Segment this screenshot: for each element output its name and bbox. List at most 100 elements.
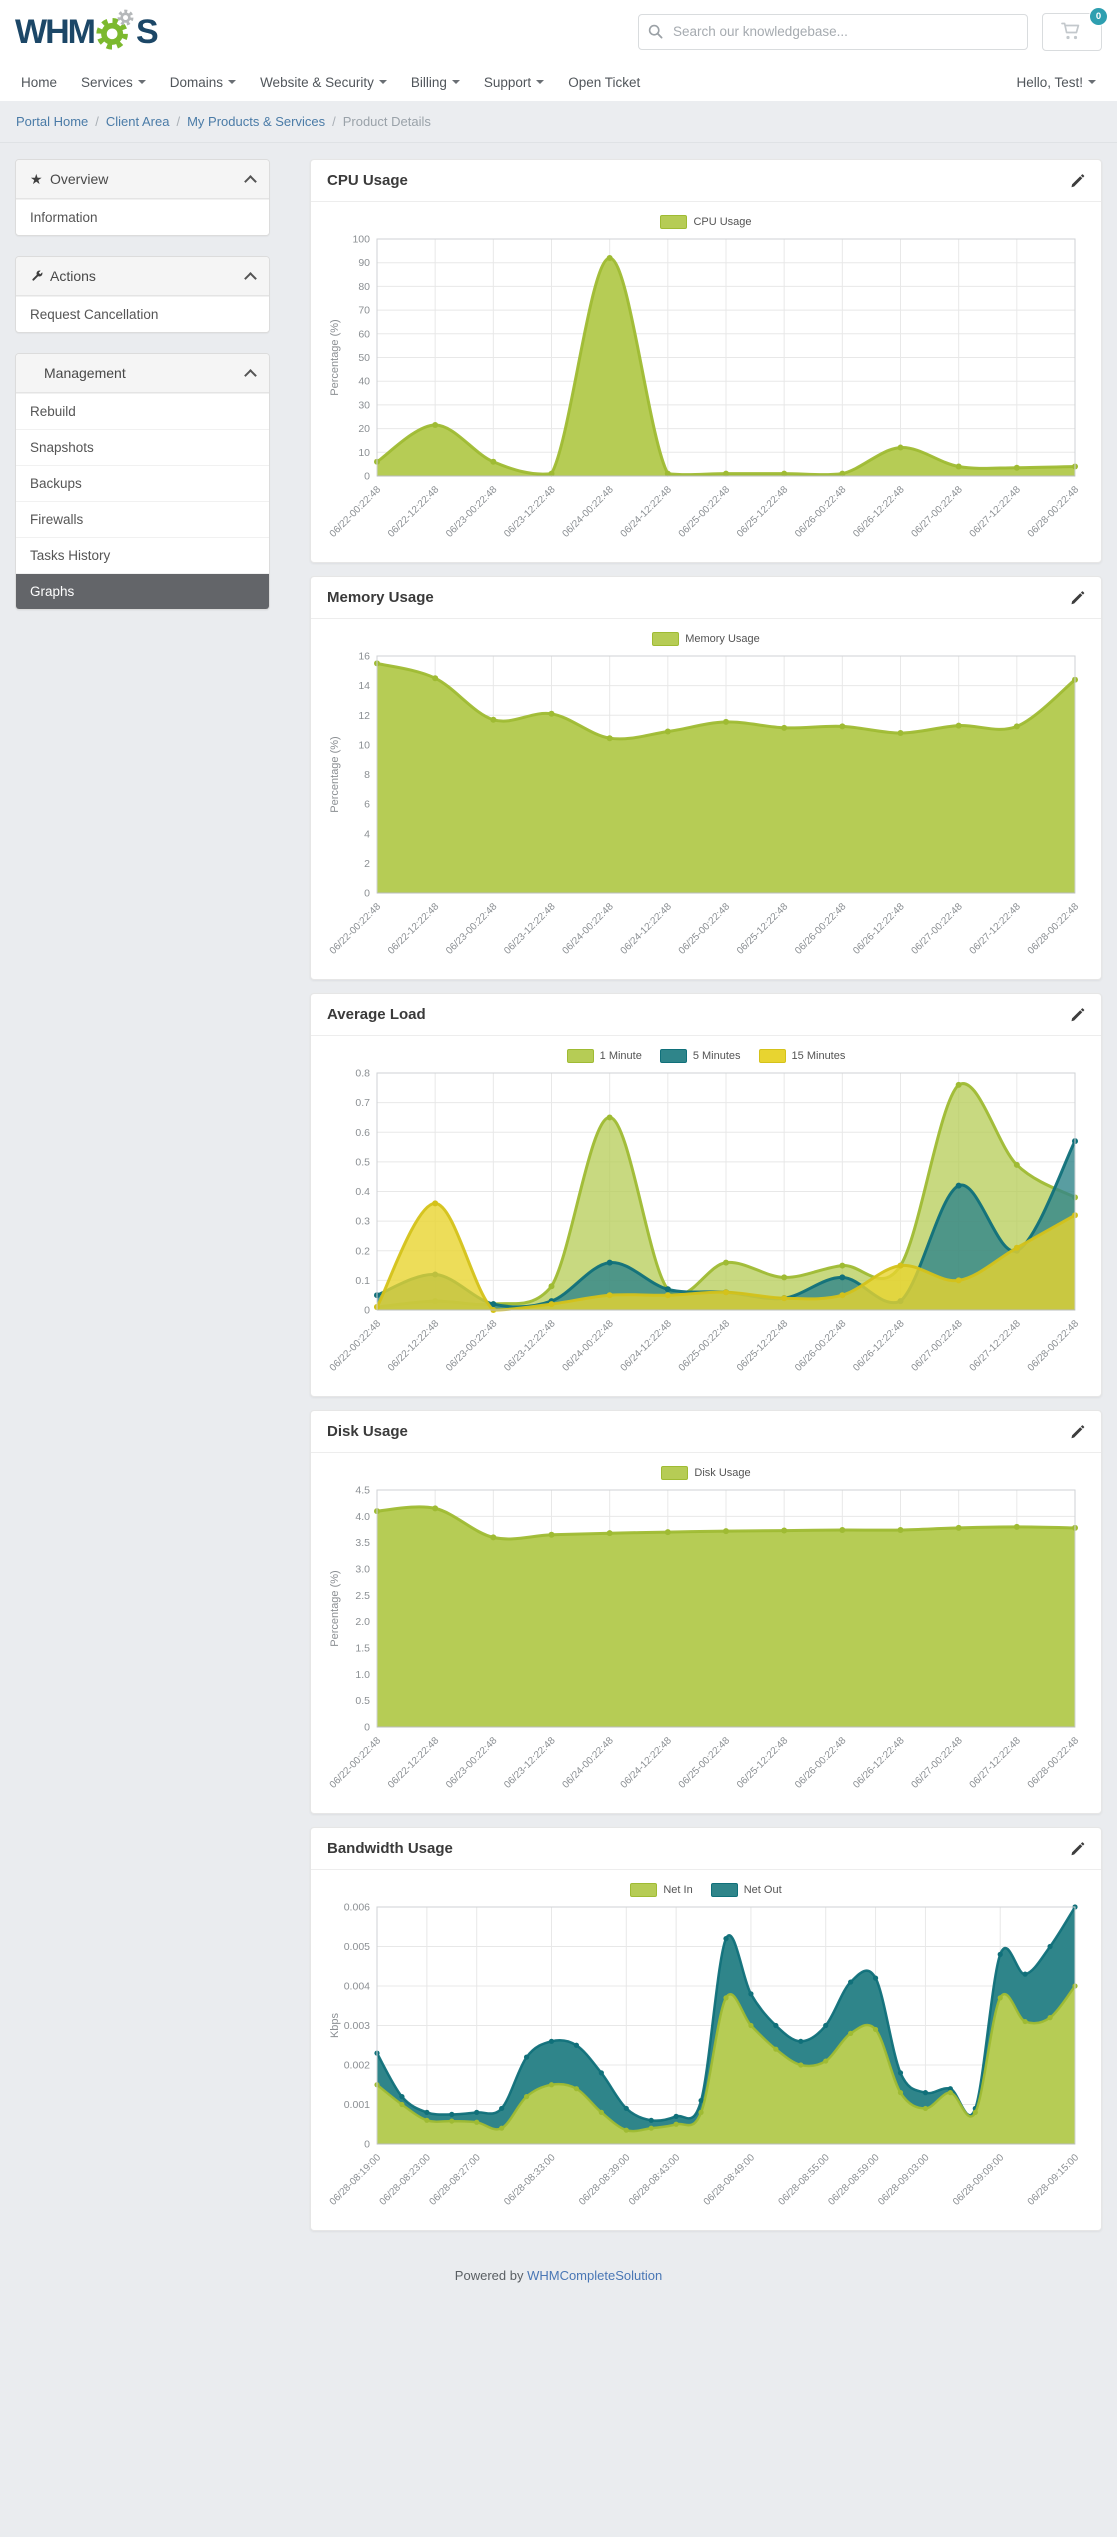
breadcrumb-item-client-area[interactable]: Client Area [105, 114, 170, 129]
breadcrumb-item-portal-home[interactable]: Portal Home [16, 114, 89, 129]
breadcrumb-item-my-products-services[interactable]: My Products & Services [187, 114, 326, 129]
svg-text:06/28-08:39:00: 06/28-08:39:00 [577, 2152, 633, 2208]
pencil-icon [1071, 590, 1085, 604]
top-header: WHM S 0 [0, 0, 1117, 63]
svg-text:06/28-09:03:00: 06/28-09:03:00 [876, 2152, 932, 2208]
svg-text:0.1: 0.1 [355, 1275, 370, 1287]
edit-bandwidth-usage-button[interactable] [1070, 1841, 1085, 1857]
legend-swatch [710, 1883, 738, 1897]
svg-text:0: 0 [364, 888, 370, 900]
svg-text:06/24-00:22:48: 06/24-00:22:48 [560, 484, 616, 540]
whmcs-logo[interactable]: WHM S [15, 7, 159, 57]
nav-item-services[interactable]: Services [69, 65, 158, 100]
nav-item-open-ticket[interactable]: Open Ticket [568, 74, 641, 90]
svg-text:06/28-00:22:48: 06/28-00:22:48 [1026, 1318, 1082, 1374]
legend-label: 15 Minutes [791, 1050, 846, 1062]
sidebar-item-firewalls[interactable]: Firewalls [16, 501, 269, 537]
svg-text:06/23-00:22:48: 06/23-00:22:48 [444, 484, 500, 540]
svg-text:06/28-00:22:48: 06/28-00:22:48 [1026, 484, 1082, 540]
svg-text:06/24-12:22:48: 06/24-12:22:48 [619, 1735, 675, 1791]
chart-legend: Memory Usage [325, 627, 1087, 648]
user-menu[interactable]: Hello, Test! [1004, 65, 1108, 100]
sidebar-item-rebuild[interactable]: Rebuild [16, 393, 269, 429]
svg-text:06/23-00:22:48: 06/23-00:22:48 [444, 1318, 500, 1374]
chevron-up-icon [244, 368, 257, 382]
edit-cpu-usage-button[interactable] [1070, 173, 1085, 189]
sidebar-panel-header-management[interactable]: Management [16, 354, 269, 393]
svg-text:30: 30 [358, 399, 370, 411]
card-body-cpu-usage: CPU Usage 0 10 20 30 40 50 60 70 80 90 100 06/22-00:… [311, 202, 1101, 562]
svg-text:06/22-12:22:48: 06/22-12:22:48 [386, 1318, 442, 1374]
svg-text:06/24-00:22:48: 06/24-00:22:48 [560, 901, 616, 957]
edit-average-load-button[interactable] [1070, 1007, 1085, 1023]
legend-swatch [758, 1049, 786, 1063]
card-title-bandwidth-usage: Bandwidth Usage [327, 1840, 453, 1857]
star-icon: ★ [30, 171, 43, 187]
main-nav: Home Services Domains Website & Security Bil… [0, 63, 1117, 101]
edit-disk-usage-button[interactable] [1070, 1424, 1085, 1440]
user-menu-label: Hello, Test! [1016, 74, 1083, 90]
sidebar-item-information[interactable]: Information [16, 199, 269, 235]
chevron-up-icon [244, 271, 257, 285]
search-input[interactable] [638, 13, 1028, 50]
svg-text:06/26-12:22:48: 06/26-12:22:48 [851, 1318, 907, 1374]
breadcrumb-item-product-details: Product Details [342, 114, 431, 129]
sidebar-item-backups[interactable]: Backups [16, 465, 269, 501]
sidebar-item-graphs[interactable]: Graphs [16, 573, 269, 609]
svg-text:4.0: 4.0 [355, 1511, 370, 1523]
svg-text:06/26-00:22:48: 06/26-00:22:48 [793, 901, 849, 957]
card-disk-usage: Disk Usage Disk Usage 0 0.5 1.0 1.5 2.0 2.5 3.0 3… [310, 1410, 1102, 1814]
svg-text:06/22-00:22:48: 06/22-00:22:48 [328, 1318, 384, 1374]
nav-item-home[interactable]: Home [21, 74, 58, 90]
svg-text:06/27-00:22:48: 06/27-00:22:48 [909, 1735, 965, 1791]
svg-text:06/28-08:27:00: 06/28-08:27:00 [427, 2152, 483, 2208]
svg-text:40: 40 [358, 376, 370, 388]
svg-text:12: 12 [358, 710, 370, 722]
legend-item-disk-usage: Disk Usage [661, 1466, 751, 1480]
sidebar-panel-header-overview[interactable]: ★ Overview [16, 160, 269, 199]
wrench-icon [30, 269, 50, 283]
svg-text:0: 0 [364, 1722, 370, 1734]
legend-item-1-minute: 1 Minute [566, 1049, 642, 1063]
svg-text:1.5: 1.5 [355, 1643, 370, 1655]
svg-text:Percentage (%): Percentage (%) [329, 1570, 341, 1646]
breadcrumb: Portal Home / Client Area / My Products & Se… [0, 101, 1117, 143]
card-header-disk-usage: Disk Usage [311, 1411, 1101, 1453]
card-header-average-load: Average Load [311, 994, 1101, 1036]
svg-text:06/25-00:22:48: 06/25-00:22:48 [677, 1735, 733, 1791]
chevron-up-icon [244, 174, 257, 188]
nav-item-website-security[interactable]: Website & Security [248, 65, 399, 100]
pencil-icon [1071, 1007, 1085, 1021]
svg-text:20: 20 [358, 423, 370, 435]
svg-text:0.4: 0.4 [355, 1186, 370, 1198]
svg-text:0: 0 [364, 2139, 370, 2151]
legend-label: 5 Minutes [692, 1050, 741, 1062]
svg-text:0.7: 0.7 [355, 1097, 370, 1109]
svg-text:06/28-09:09:00: 06/28-09:09:00 [951, 2152, 1007, 2208]
page-footer: Powered by WHMCompleteSolution [0, 2244, 1117, 2311]
svg-text:06/28-08:43:00: 06/28-08:43:00 [627, 2152, 683, 2208]
sidebar-panel-header-actions[interactable]: Actions [16, 257, 269, 296]
knowledgebase-search [638, 13, 1028, 50]
svg-text:06/24-12:22:48: 06/24-12:22:48 [619, 484, 675, 540]
panel-title: Actions [50, 268, 96, 284]
svg-text:06/26-00:22:48: 06/26-00:22:48 [793, 1735, 849, 1791]
sidebar-item-request-cancellation[interactable]: Request Cancellation [16, 296, 269, 332]
svg-text:70: 70 [358, 305, 370, 317]
edit-memory-usage-button[interactable] [1070, 590, 1085, 606]
sidebar-item-snapshots[interactable]: Snapshots [16, 429, 269, 465]
sidebar-item-tasks-history[interactable]: Tasks History [16, 537, 269, 573]
whmcompletesolution-link[interactable]: WHMCompleteSolution [527, 2268, 663, 2283]
pencil-icon [1071, 173, 1085, 187]
card-body-memory-usage: Memory Usage 0 2 4 6 8 10 12 14 16 06/22-00:22:48 0… [311, 619, 1101, 979]
nav-item-domains[interactable]: Domains [158, 65, 248, 100]
nav-item-support[interactable]: Support [472, 65, 556, 100]
nav-item-billing[interactable]: Billing [399, 65, 472, 100]
svg-text:06/24-12:22:48: 06/24-12:22:48 [619, 901, 675, 957]
svg-text:1.0: 1.0 [355, 1669, 370, 1681]
caret-down-icon [451, 80, 460, 84]
card-memory-usage: Memory Usage Memory Usage 0 2 4 6 8 10 12 14 16 06/… [310, 576, 1102, 980]
cart-button[interactable]: 0 [1042, 6, 1108, 51]
sidebar-panel-actions: Actions Request Cancellation [15, 256, 270, 333]
